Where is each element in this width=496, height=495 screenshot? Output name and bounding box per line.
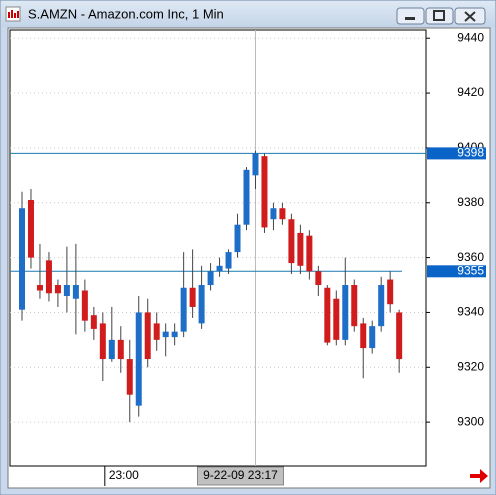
x-tick-label: 23:00 <box>109 468 139 482</box>
candle-body <box>396 312 403 360</box>
candle-body <box>342 285 349 340</box>
candle-body <box>135 312 142 406</box>
y-tick-label: 9340 <box>457 305 484 319</box>
candle-body <box>126 359 133 395</box>
candle-body <box>216 265 223 272</box>
candle-body <box>108 339 115 360</box>
plot-area <box>9 29 427 467</box>
candle-body <box>99 323 106 360</box>
candle-body <box>63 285 70 296</box>
candle-body <box>144 312 151 360</box>
candle-body <box>270 208 277 220</box>
close-button[interactable] <box>454 7 486 25</box>
scroll-arrow[interactable] <box>470 469 488 483</box>
x-tick-label: 9-22-09 23:17 <box>203 468 278 482</box>
price-tag <box>427 265 486 278</box>
candle-body <box>189 287 196 307</box>
minimize-button[interactable] <box>396 7 425 25</box>
price-tag <box>427 147 486 160</box>
y-tick-label: 9440 <box>457 30 484 44</box>
window-title: S.AMZN - Amazon.com Inc, 1 Min <box>28 6 224 21</box>
y-tick-label: 9300 <box>457 414 484 428</box>
candle-body <box>153 323 160 340</box>
candle-body <box>36 285 43 291</box>
candle-body <box>90 315 97 329</box>
candle-body <box>198 285 205 324</box>
candle-body <box>54 285 61 294</box>
candle-body <box>207 271 214 286</box>
candle-body <box>180 287 187 332</box>
candle-body <box>243 169 250 225</box>
maximize-button[interactable] <box>425 7 454 25</box>
candle-body <box>279 208 286 220</box>
candle-body <box>351 285 358 327</box>
candle-body <box>297 232 304 266</box>
candle-body <box>27 200 34 258</box>
candle-body <box>315 271 322 286</box>
cursor-time-box <box>196 466 284 486</box>
y-tick-label: 9320 <box>457 359 484 373</box>
candle-body <box>378 285 385 327</box>
candle-body <box>261 156 268 228</box>
y-tick-label: 9420 <box>457 85 484 99</box>
candle-body <box>81 290 88 321</box>
candle-body <box>387 279 394 305</box>
candle-body <box>45 260 52 294</box>
candle-body <box>171 331 178 338</box>
candle-body <box>369 326 376 349</box>
candle-body <box>225 252 232 269</box>
candle-body <box>333 298 340 340</box>
price-tag-label: 9355 <box>457 263 484 277</box>
candle-body <box>306 235 313 272</box>
candle-body <box>162 331 169 338</box>
candle-body <box>72 285 79 299</box>
candle-body <box>117 339 124 360</box>
y-tick-label: 9360 <box>457 250 484 264</box>
candle-body <box>288 219 295 264</box>
candle-body <box>252 153 259 176</box>
price-tag-label: 9398 <box>457 146 484 160</box>
candle-body <box>234 224 241 253</box>
app-icon-bars <box>8 10 19 18</box>
candle-body <box>19 208 25 310</box>
candle-body <box>324 287 331 343</box>
y-tick-label: 9380 <box>457 195 484 209</box>
candle-body <box>360 323 367 349</box>
